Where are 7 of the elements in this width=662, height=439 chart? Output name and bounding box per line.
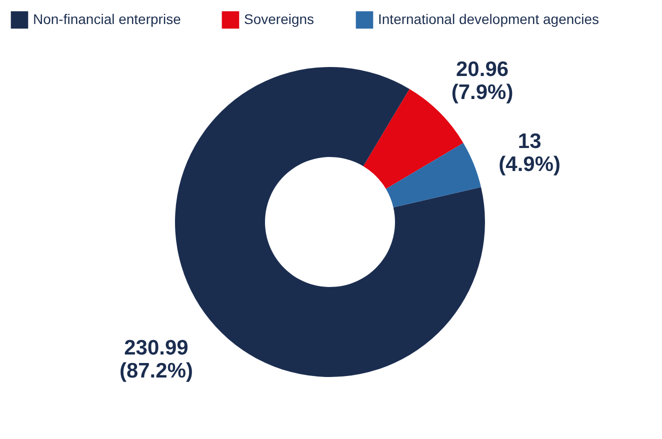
legend-label: International development agencies bbox=[378, 10, 600, 27]
data-label: 13 (4.9%) bbox=[498, 130, 561, 176]
legend-label: Sovereigns bbox=[244, 10, 314, 27]
data-label: 230.99 (87.2%) bbox=[119, 336, 193, 383]
donut-slice bbox=[386, 142, 482, 208]
legend-label: Non-financial enterprise bbox=[33, 10, 182, 27]
data-label: 20.96 (7.9%) bbox=[451, 58, 514, 104]
